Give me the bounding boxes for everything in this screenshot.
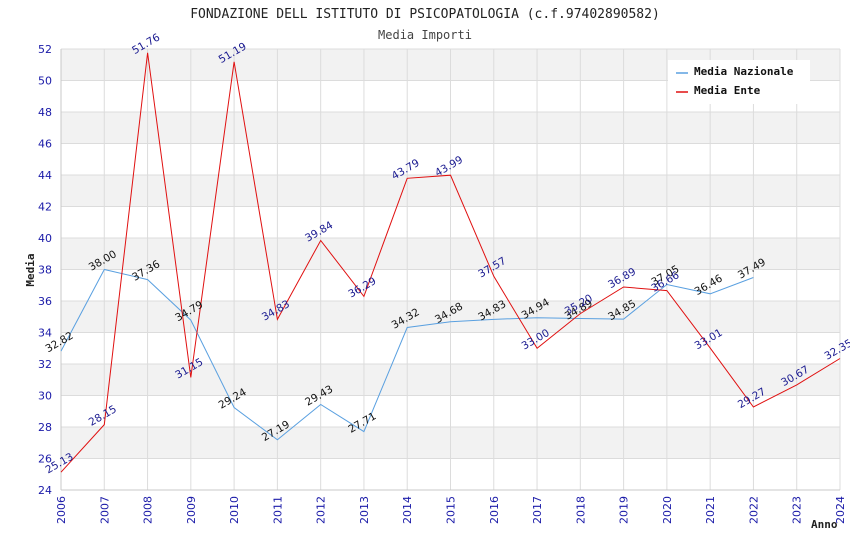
x-tick-label: 2017 xyxy=(531,496,544,524)
x-tick-label: 2024 xyxy=(834,496,847,524)
grid-lines xyxy=(60,48,841,491)
x-tick-label: 2020 xyxy=(661,496,674,524)
chart-title: FONDAZIONE DELL ISTITUTO DI PSICOPATOLOG… xyxy=(190,7,660,22)
y-tick-labels: 24 26 28 30 32 34 36 38 40 42 44 46 48 50 52 xyxy=(38,43,52,497)
x-tick-labels: 2006 2007 2008 2009 2010 2011 2012 2013 2014 2015… xyxy=(55,496,847,524)
legend-label-ente: Media Ente xyxy=(694,84,761,97)
y-axis-label: Media xyxy=(24,253,37,286)
x-tick-label: 2013 xyxy=(358,496,371,524)
x-tick-label: 2019 xyxy=(618,496,631,524)
x-tick-label: 2022 xyxy=(747,496,760,524)
x-tick-label: 2007 xyxy=(98,496,111,524)
y-tick-label: 40 xyxy=(38,232,52,245)
y-tick-label: 24 xyxy=(38,484,52,497)
axes xyxy=(60,49,840,491)
x-tick-label: 2016 xyxy=(488,496,501,524)
y-tick-label: 32 xyxy=(38,358,52,371)
y-tick-label: 34 xyxy=(38,327,52,340)
x-tick-label: 2009 xyxy=(185,496,198,524)
legend-box xyxy=(668,60,810,104)
chart-subtitle: Media Importi xyxy=(378,28,472,42)
series-lines xyxy=(60,52,841,473)
legend: Media Nazionale Media Ente xyxy=(668,60,810,104)
legend-label-nazionale: Media Nazionale xyxy=(694,65,794,78)
x-tick-label: 2006 xyxy=(55,496,68,524)
y-tick-label: 36 xyxy=(38,295,52,308)
x-tick-label: 2018 xyxy=(574,496,587,524)
y-tick-label: 48 xyxy=(38,106,52,119)
x-tick-label: 2008 xyxy=(142,496,155,524)
y-tick-label: 38 xyxy=(38,264,52,277)
y-tick-label: 46 xyxy=(38,138,52,151)
x-tick-label: 2021 xyxy=(704,496,717,524)
x-tick-label: 2011 xyxy=(271,496,284,524)
x-tick-label: 2014 xyxy=(401,496,414,524)
y-tick-label: 26 xyxy=(38,453,52,466)
y-tick-label: 28 xyxy=(38,421,52,434)
y-tick-label: 44 xyxy=(38,169,52,182)
x-tick-label: 2023 xyxy=(791,496,804,524)
x-tick-label: 2010 xyxy=(228,496,241,524)
y-tick-label: 52 xyxy=(38,43,52,56)
x-tick-label: 2012 xyxy=(315,496,328,524)
x-tick-label: 2015 xyxy=(445,496,458,524)
series-line-nazionale xyxy=(60,268,754,441)
x-axis-label: Anno xyxy=(811,518,838,531)
y-tick-label: 42 xyxy=(38,201,52,214)
y-tick-label: 50 xyxy=(38,75,52,88)
series-line-ente xyxy=(60,52,841,473)
y-tick-label: 30 xyxy=(38,390,52,403)
